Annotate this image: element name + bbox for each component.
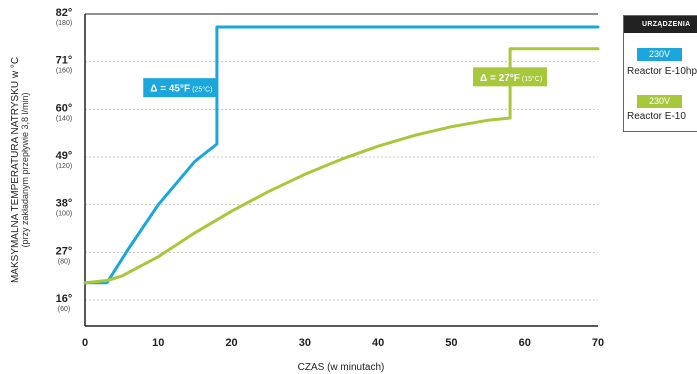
y-tick-label: 27° xyxy=(56,245,73,257)
delta-annotation-sublabel: (15°C) xyxy=(522,75,542,83)
y-tick-label: 16° xyxy=(56,293,73,305)
y-tick-label: 38° xyxy=(56,198,73,210)
x-tick-label: 70 xyxy=(592,337,604,349)
legend-title: URZĄDZENIA xyxy=(624,16,697,33)
y-tick-sublabel: (160) xyxy=(56,68,72,75)
legend-swatch-e10hp: 230V xyxy=(637,48,682,61)
x-axis-ticks: 0 10 20 30 40 50 60 70 xyxy=(82,337,604,349)
y-tick-sublabel: (120) xyxy=(56,163,72,170)
annotations: Δ = 45°F (25°C) Δ = 27°F (15°C) xyxy=(143,67,548,98)
x-tick-label: 40 xyxy=(372,337,384,349)
y-axis-ticks: 16°(60) 27°(80) 38°(100) 49°(120) 60°(140) 71… xyxy=(56,7,73,313)
y-tick-label: 49° xyxy=(56,150,73,162)
delta-annotation-box xyxy=(473,67,548,87)
legend-label-e10: Reactor E-10 xyxy=(627,111,686,122)
y-tick-sublabel: (100) xyxy=(56,211,72,218)
y-axis-label: MAKSYMALNA TEMPERATURA NATRYSKU w °C xyxy=(10,57,21,283)
y-tick-sublabel: (180) xyxy=(56,20,72,27)
y-tick-sublabel: (140) xyxy=(56,115,72,122)
x-axis-label: CZAS (w minutach) xyxy=(298,362,385,373)
delta-annotation-label: Δ = 27°F (15°C) xyxy=(480,73,542,84)
series-lines xyxy=(83,25,600,285)
x-tick-label: 10 xyxy=(152,337,164,349)
legend-swatch-e10: 230V xyxy=(637,95,682,108)
x-tick-label: 20 xyxy=(225,337,237,349)
y-tick-sublabel: (80) xyxy=(58,258,70,265)
x-tick-label: 0 xyxy=(82,337,88,349)
series-line-e10 xyxy=(83,47,600,285)
grid xyxy=(84,13,598,327)
y-tick-sublabel: (60) xyxy=(58,306,70,313)
legend: URZĄDZENIA 230V Reactor E-10hp 230V Reac… xyxy=(623,15,697,132)
delta-annotation-box xyxy=(143,78,218,98)
y-axis-sublabel: (przy zakładanym przepływie 3,8 l/min) xyxy=(20,92,30,247)
series-line-e10hp xyxy=(83,25,600,285)
x-tick-label: 50 xyxy=(445,337,457,349)
delta-annotation-sublabel: (25°C) xyxy=(192,86,212,94)
legend-label-e10hp: Reactor E-10hp xyxy=(627,66,697,77)
delta-annotation-label: Δ = 45°F (25°C) xyxy=(150,84,212,95)
y-tick-label: 60° xyxy=(56,102,73,114)
x-tick-label: 60 xyxy=(519,337,531,349)
y-tick-label: 82° xyxy=(56,7,73,19)
y-tick-label: 71° xyxy=(56,55,73,67)
x-tick-label: 30 xyxy=(299,337,311,349)
